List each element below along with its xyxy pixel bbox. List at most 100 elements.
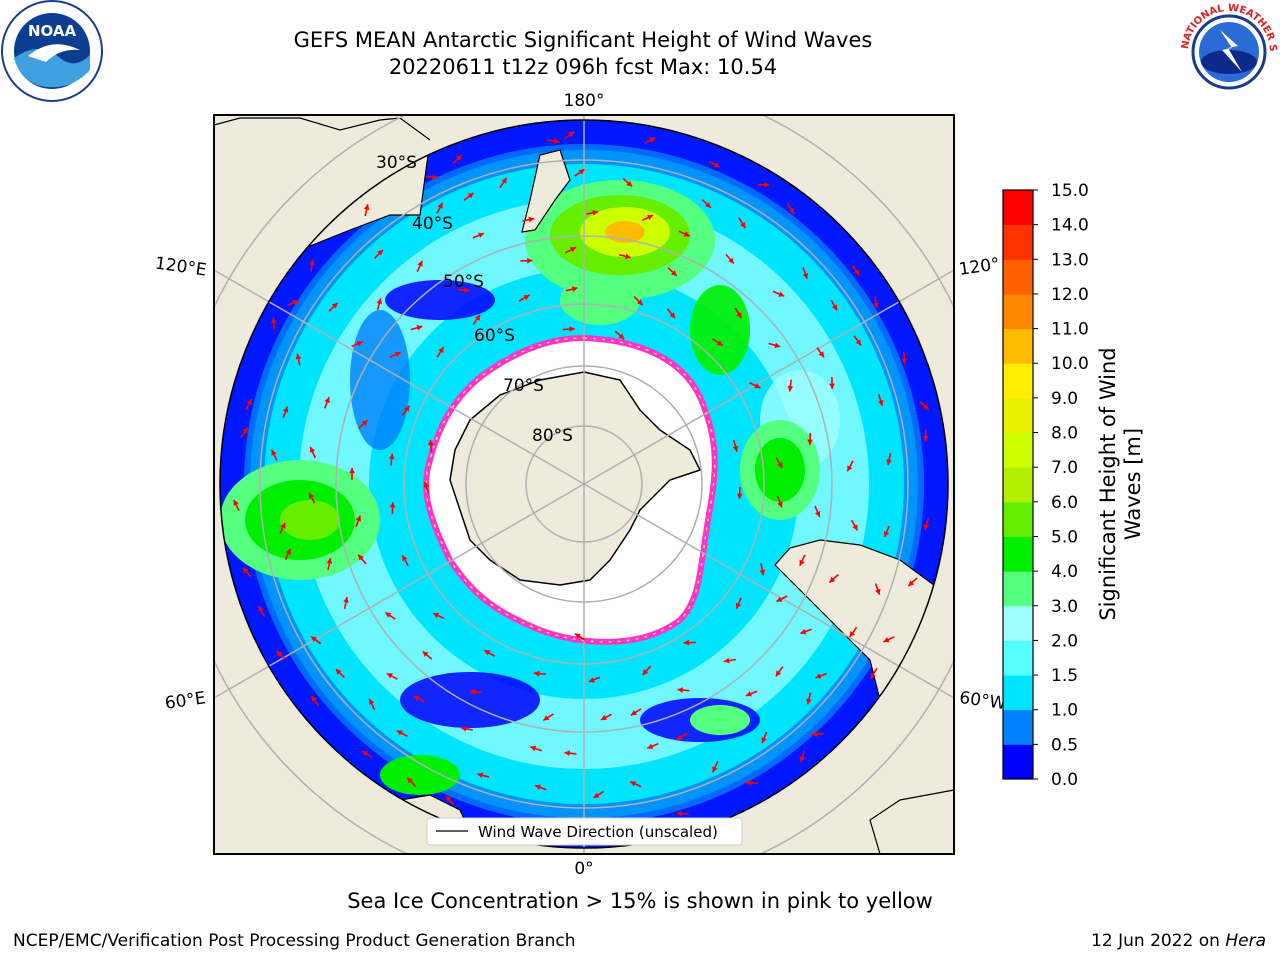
wave-direction-arrowhead: [478, 232, 484, 238]
lat-label-80s: 80°S: [532, 426, 573, 446]
wave-direction-arrowhead: [745, 691, 752, 697]
wave-direction-arrowhead: [875, 588, 881, 595]
wave-direction-arrowhead: [534, 670, 540, 677]
wave-direction-arrowhead: [802, 272, 809, 279]
wave-direction-arrowhead: [799, 756, 806, 763]
wave-direction-arrowhead: [713, 162, 720, 168]
wave-direction-arrowhead: [922, 404, 929, 410]
lon-label-180: 180°: [564, 91, 605, 111]
wave-direction-arrowhead: [592, 210, 599, 216]
wave-direction-arrowhead: [922, 436, 929, 442]
wave-direction-arrowhead: [778, 291, 785, 297]
wave-direction-arrowhead: [423, 481, 430, 488]
wave-direction-arrowhead: [568, 131, 575, 138]
colorbar-bin: [1003, 709, 1033, 745]
wave-direction-arrowhead: [416, 325, 423, 331]
wave-direction-arrowhead: [432, 174, 438, 180]
colorbar-tick-label: 0.5: [1051, 735, 1078, 755]
wave-direction-arrowhead: [574, 633, 581, 639]
wave-direction-arrowhead: [389, 502, 396, 508]
wave-direction-arrowhead: [292, 300, 299, 306]
wave-direction-arrowhead: [847, 465, 853, 472]
wave-direction-arrowhead: [528, 216, 535, 223]
wave-direction-arrowhead: [736, 312, 742, 319]
wave-direction-arrowhead: [815, 673, 822, 679]
colorbar-frame: [1002, 189, 1034, 780]
host-name: Hera: [1225, 931, 1266, 951]
wave-direction-arrowhead: [683, 639, 690, 646]
wave-direction-arrowhead: [311, 636, 317, 642]
wave-direction-arrowhead: [461, 725, 467, 732]
wave-direction-arrowhead: [396, 730, 403, 736]
colorbar-tick-label: 1.0: [1051, 701, 1078, 721]
wave-direction-arrowhead: [883, 531, 890, 537]
polar-map: 180° 0° 120°E 120° 60°E 60°W 30°S 40°S 5…: [154, 91, 1145, 879]
wave-direction-arrowhead: [464, 287, 470, 293]
wave-direction-arrowhead: [428, 439, 434, 446]
wave-direction-arrowhead: [853, 269, 860, 276]
wave-direction-arrowhead: [886, 459, 892, 466]
colorbar-bin: [1003, 675, 1033, 711]
wave-direction-arrowhead: [829, 576, 836, 583]
national-weather-service-logo-icon: NATIONAL WEATHER SERVICE: [1178, 0, 1278, 101]
date-stamp: 12 Jun 2022 on Hera: [1091, 931, 1266, 951]
wave-direction-arrowhead: [712, 766, 718, 773]
colorbar-tick-label: 11.0: [1051, 320, 1089, 340]
wave-direction-arrowhead: [270, 317, 277, 324]
wave-direction-arrowhead: [775, 670, 782, 677]
colorbar-tick-label: 2.0: [1051, 631, 1078, 651]
colorbar-bin: [1003, 467, 1033, 503]
colorbar-bin: [1003, 259, 1033, 295]
wave-direction-arrowhead: [588, 677, 595, 683]
wave-direction-arrowhead: [361, 420, 368, 426]
wave-direction-arrowhead: [242, 427, 248, 434]
wave-direction-arrowhead: [445, 796, 452, 802]
wave-direction-arrowhead: [883, 637, 890, 643]
lon-label-120w: 120°: [958, 254, 1001, 280]
wave-direction-arrowhead: [705, 202, 711, 208]
colorbar-tick-label: 10.0: [1051, 354, 1089, 374]
wave-direction-arrowhead: [849, 631, 855, 637]
wave-direction-arrowhead: [671, 270, 677, 276]
wave-direction-arrowhead: [593, 792, 600, 798]
wave-direction-arrowhead: [677, 687, 683, 693]
wave-direction-arrowhead: [759, 569, 766, 576]
wave-direction-arrowhead: [852, 524, 858, 531]
colorbar: 0.0 0.5 1.0 1.5 2.0 3.0 4.0 5.0 6.0 7.0 8.0 9.0 10.0…: [1002, 181, 1089, 790]
wave-direction-arrowhead: [578, 169, 585, 175]
colorbar-tick-label: 13.0: [1051, 250, 1089, 270]
wave-direction-arrowhead: [309, 492, 314, 499]
wave-direction-arrowhead: [877, 400, 884, 406]
colorbar-bin: [1003, 744, 1033, 780]
wave-direction-arrowhead: [873, 302, 879, 309]
wave-direction-arrowhead: [362, 751, 368, 757]
noaa-logo-icon: NOAA: [1, 0, 103, 102]
wave-direction-arrowhead: [746, 780, 752, 786]
wave-direction-arrowhead: [394, 351, 401, 358]
wave-direction-arrowhead: [233, 499, 239, 506]
wave-direction-arrowhead: [553, 138, 560, 144]
wave-direction-arrowhead: [761, 737, 767, 744]
wave-direction-arrowhead: [467, 193, 474, 199]
colorbar-bin: [1003, 363, 1033, 399]
wave-direction-arrowhead: [417, 260, 423, 267]
wave-direction-arrowhead: [649, 137, 656, 143]
wave-direction-arrowhead: [754, 383, 761, 389]
wave-direction-arrowhead: [870, 672, 876, 679]
wave-direction-arrowhead: [369, 698, 375, 705]
credit-text: NCEP/EMC/Verification Post Processing Pr…: [13, 931, 576, 951]
wave-direction-arrowhead: [282, 406, 289, 413]
wave-direction-arrowhead: [470, 689, 476, 695]
wave-direction-arrowhead: [363, 204, 370, 210]
colorbar-tick-label: 6.0: [1051, 493, 1078, 513]
wave-direction-arrowhead: [815, 511, 821, 517]
wave-direction-arrowhead: [811, 731, 818, 737]
colorbar-tick-label: 0.0: [1051, 770, 1078, 790]
wave-direction-arrowhead: [901, 358, 908, 365]
wave-direction-arrowhead: [625, 253, 631, 260]
wave-direction-arrowhead: [484, 650, 491, 656]
lon-label-60w: 60°W: [958, 688, 1007, 714]
wave-direction-arrowhead: [630, 710, 637, 716]
wave-direction-arrowhead: [776, 596, 783, 602]
wave-direction-arrowhead: [774, 342, 781, 349]
